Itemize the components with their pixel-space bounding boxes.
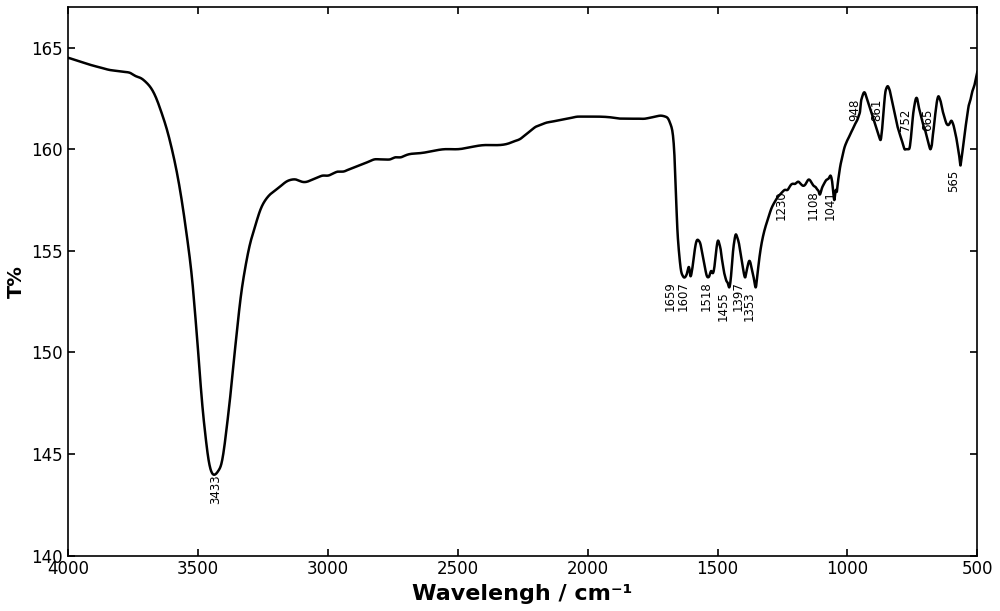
Text: 565: 565 — [947, 169, 960, 192]
Text: 3433: 3433 — [209, 474, 222, 504]
Text: 861: 861 — [871, 98, 884, 121]
X-axis label: Wavelengh / cm⁻¹: Wavelengh / cm⁻¹ — [412, 584, 633, 604]
Text: 665: 665 — [921, 109, 934, 131]
Text: 1455: 1455 — [716, 291, 729, 321]
Text: 1353: 1353 — [743, 291, 756, 321]
Text: 1108: 1108 — [806, 190, 819, 219]
Text: 948: 948 — [848, 98, 861, 121]
Text: 1397: 1397 — [731, 281, 744, 311]
Text: 752: 752 — [899, 109, 912, 131]
Text: 1659: 1659 — [663, 281, 676, 311]
Text: 1230: 1230 — [775, 190, 788, 219]
Text: 1607: 1607 — [677, 281, 690, 311]
Y-axis label: T%: T% — [7, 265, 26, 298]
Text: 1518: 1518 — [700, 281, 713, 311]
Text: 1041: 1041 — [824, 190, 837, 220]
